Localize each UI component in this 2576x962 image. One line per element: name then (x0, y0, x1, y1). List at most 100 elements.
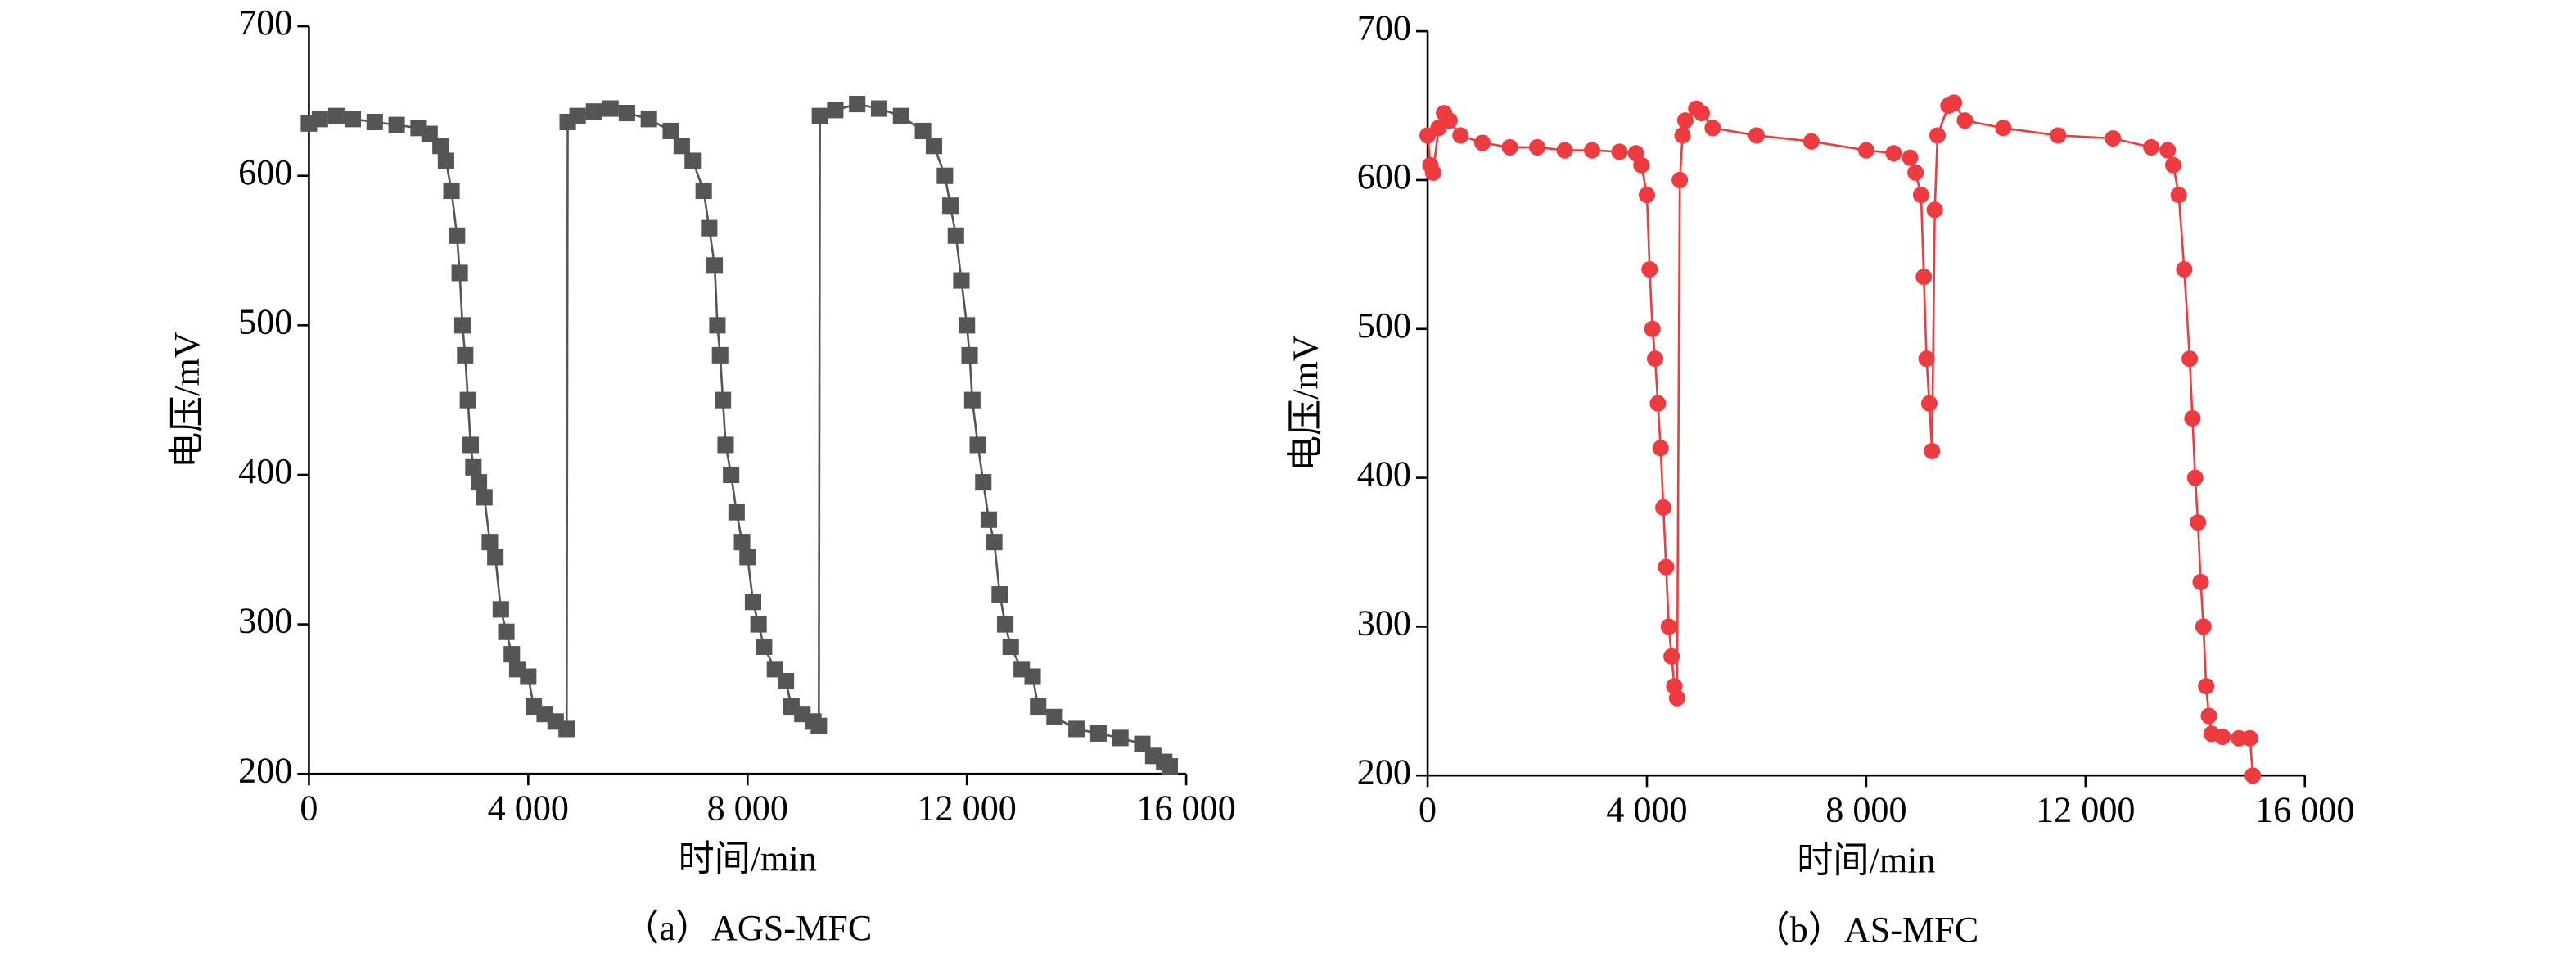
data-point (1748, 127, 1765, 144)
data-point (1924, 442, 1941, 459)
data-point (750, 616, 767, 633)
data-point (1501, 138, 1518, 156)
data-point (810, 717, 828, 734)
data-point (1161, 758, 1179, 775)
data-point (481, 534, 499, 551)
data-point (388, 116, 405, 133)
data-line (308, 102, 1171, 768)
data-point (2170, 187, 2187, 204)
data-point (1089, 725, 1107, 742)
data-point (827, 102, 844, 119)
data-point (327, 107, 345, 124)
y-tick-label: 300 (1357, 603, 1411, 644)
x-tick-label: 8 000 (1825, 790, 1906, 830)
data-point (1633, 156, 1650, 174)
data-point (1671, 171, 1689, 188)
data-point (1902, 149, 1919, 166)
data-point (1918, 350, 1935, 368)
data-point (1638, 187, 1656, 204)
x-axis-label: 时间/min (679, 839, 817, 879)
data-point (2198, 678, 2215, 695)
data-point (602, 100, 619, 117)
data-point (695, 182, 712, 200)
x-tick-label: 16 000 (2255, 790, 2354, 830)
data-point (744, 594, 761, 611)
data-point (811, 107, 828, 124)
data-point (2164, 156, 2182, 174)
y-tick-label: 600 (1357, 156, 1411, 196)
data-point (969, 436, 986, 454)
y-tick-label: 500 (238, 301, 292, 341)
data-point (756, 638, 773, 656)
data-point (1002, 638, 1019, 656)
data-point (1474, 134, 1491, 151)
data-point (1956, 112, 1974, 129)
y-tick-label: 300 (238, 601, 292, 641)
data-point (980, 511, 997, 528)
data-point (1929, 127, 1947, 144)
data-point (2181, 350, 2199, 368)
y-tick-label: 200 (238, 750, 292, 790)
data-point (942, 197, 959, 215)
data-point (311, 111, 328, 128)
data-point (892, 107, 909, 124)
data-point (344, 111, 362, 128)
data-point (778, 672, 795, 690)
data-point (1857, 142, 1874, 159)
data-point (1704, 120, 1721, 137)
data-point (451, 264, 468, 282)
data-point (465, 458, 482, 476)
data-point (1907, 164, 1924, 181)
x-axis-label: 时间/min (1797, 841, 1935, 881)
x-tick-label: 12 000 (917, 788, 1016, 828)
data-point (2176, 261, 2193, 278)
data-line (1426, 101, 2254, 776)
data-point (1583, 142, 1601, 159)
data-point (709, 317, 726, 334)
data-point (925, 138, 943, 155)
data-point (1452, 127, 1469, 144)
data-point (961, 346, 978, 364)
x-tick-label: 4 000 (488, 788, 569, 828)
data-point (1112, 729, 1129, 747)
x-tick-label: 16 000 (1136, 788, 1235, 828)
data-point (1529, 138, 1546, 156)
data-point (1663, 648, 1680, 665)
data-point (585, 103, 602, 120)
data-point (959, 317, 976, 334)
x-tick-label: 4 000 (1606, 790, 1687, 830)
data-point (1024, 668, 1041, 685)
data-point (711, 346, 729, 364)
data-point (1658, 558, 1675, 576)
data-point (366, 113, 383, 131)
y-tick-label: 400 (1357, 454, 1411, 495)
data-point (733, 534, 751, 551)
data-point (569, 107, 586, 124)
data-point (487, 549, 504, 566)
data-point (1441, 112, 1458, 129)
data-point (459, 391, 476, 409)
x-tick-label: 8 000 (707, 788, 788, 828)
data-point (914, 122, 932, 139)
data-point (1649, 395, 1667, 412)
data-point (2143, 138, 2160, 156)
data-point (953, 272, 970, 289)
data-point (503, 646, 521, 663)
y-axis-label: 电压/mV (167, 332, 207, 468)
data-point (723, 466, 740, 484)
data-point (706, 257, 724, 274)
data-point (963, 391, 981, 409)
data-point (997, 616, 1014, 633)
data-point (673, 138, 690, 155)
data-point (1641, 261, 1658, 278)
data-point (2244, 767, 2262, 784)
data-point (1655, 499, 1672, 516)
data-point (1920, 395, 1938, 412)
data-point (2159, 142, 2177, 159)
data-point (2192, 573, 2209, 590)
data-point (1946, 94, 1963, 111)
data-point (701, 219, 718, 237)
data-point (2186, 469, 2204, 486)
data-point (471, 474, 488, 491)
